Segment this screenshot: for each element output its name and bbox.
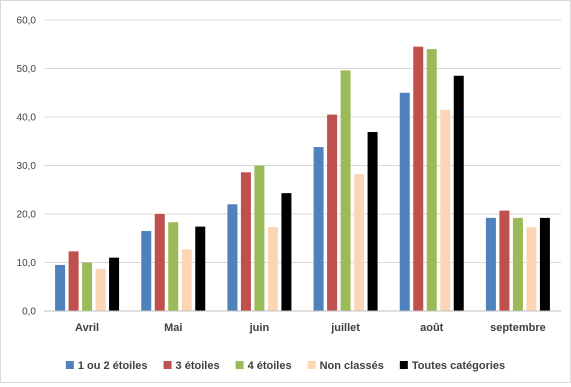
legend-item: 3 étoiles bbox=[163, 360, 220, 372]
legend-label: Toutes catégories bbox=[412, 360, 505, 372]
legend-item: Toutes catégories bbox=[399, 360, 505, 372]
y-tick-label: 30,0 bbox=[17, 161, 37, 172]
bar bbox=[195, 226, 206, 311]
legend-swatch bbox=[163, 361, 172, 369]
bar bbox=[453, 75, 464, 312]
bar bbox=[440, 109, 451, 311]
bar bbox=[399, 92, 410, 311]
bar bbox=[526, 227, 537, 311]
legend-item: Non classés bbox=[307, 360, 384, 372]
y-tick-label: 60,0 bbox=[17, 16, 37, 27]
legend-item: 4 étoiles bbox=[235, 360, 292, 372]
bar bbox=[512, 217, 523, 311]
x-tick-label: Mai bbox=[164, 322, 182, 334]
bar bbox=[68, 251, 79, 311]
y-tick-label: 50,0 bbox=[17, 64, 37, 75]
bar bbox=[426, 49, 437, 311]
bar bbox=[82, 262, 93, 311]
bar bbox=[55, 264, 66, 311]
x-tick-label: Avril bbox=[75, 322, 99, 334]
bar bbox=[354, 174, 365, 311]
bars bbox=[55, 46, 550, 312]
legend-swatch bbox=[65, 361, 74, 369]
bar bbox=[227, 204, 238, 311]
bar bbox=[181, 249, 192, 311]
x-tick-label: août bbox=[420, 322, 444, 334]
legend-label: 4 étoiles bbox=[248, 360, 292, 372]
y-tick-label: 20,0 bbox=[17, 210, 37, 221]
legend-swatch bbox=[235, 361, 244, 369]
bar bbox=[254, 165, 265, 311]
x-tick-label: septembre bbox=[490, 322, 546, 334]
x-tick-label: juillet bbox=[330, 322, 360, 334]
legend-label: Non classés bbox=[320, 360, 384, 372]
x-tick-label: juin bbox=[249, 322, 270, 334]
legend: 1 ou 2 étoiles 3 étoiles 4 étoiles Non clas… bbox=[65, 360, 505, 372]
bar bbox=[240, 172, 251, 311]
gridlines bbox=[44, 19, 561, 263]
legend-swatch bbox=[399, 361, 408, 369]
legend-label: 1 ou 2 étoiles bbox=[78, 360, 148, 372]
bar bbox=[499, 210, 510, 311]
bar bbox=[141, 230, 152, 311]
bar bbox=[281, 193, 292, 311]
bar bbox=[267, 227, 278, 311]
y-tick-label: 40,0 bbox=[17, 113, 37, 124]
bar bbox=[109, 257, 120, 311]
bar bbox=[340, 70, 351, 311]
bar bbox=[154, 214, 165, 311]
bar bbox=[313, 147, 324, 311]
bar bbox=[413, 46, 424, 312]
legend-label: 3 étoiles bbox=[176, 360, 220, 372]
bar bbox=[327, 114, 338, 311]
y-tick-label: 0,0 bbox=[22, 307, 36, 318]
bar bbox=[539, 217, 550, 311]
bar bbox=[485, 217, 496, 311]
bar bbox=[367, 132, 378, 311]
bar bbox=[168, 222, 179, 311]
legend-item: 1 ou 2 étoiles bbox=[65, 360, 148, 372]
x-axis-labels: Avril Mai juin juillet août septembre bbox=[75, 322, 546, 334]
y-tick-label: 10,0 bbox=[17, 258, 37, 269]
y-axis-ticks: 0,0 10,0 20,0 30,0 40,0 50,0 60,0 bbox=[17, 16, 37, 318]
bar bbox=[95, 268, 106, 311]
legend-swatch bbox=[307, 361, 316, 369]
